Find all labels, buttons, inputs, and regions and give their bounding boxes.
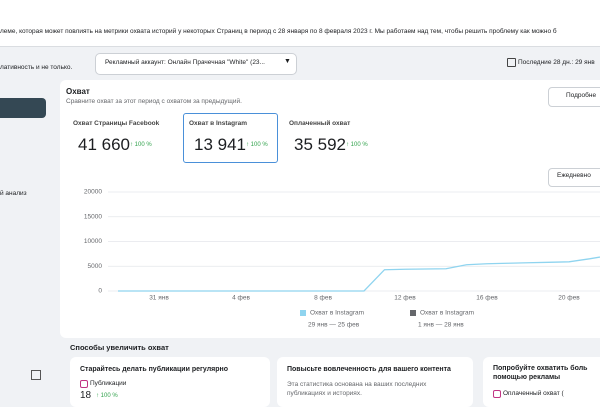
reach-title: Охват [66,87,90,96]
sidebar-icon[interactable] [31,370,41,380]
metric-change-value: 100 % [250,142,268,148]
tip-change: ↑ 100 % [96,393,118,399]
legend-label: Охват в Instagram [310,310,364,317]
tip-metric: Оплаченный охват ( [503,390,564,397]
instagram-icon [80,380,88,388]
dropdown-arrow: ▼ [284,58,291,65]
metric-change: ↑ 100 % [246,142,268,148]
metric-label: Охват в Instagram [189,120,248,127]
legend-period: 29 янв — 25 фев [308,322,360,329]
x-tick-label: 8 фев [314,295,332,302]
legend-period: 1 янв — 28 янв [418,322,464,329]
tips-title: Способы увеличить охват [70,343,169,352]
metric-change: ↑ 100 % [130,142,152,148]
banner: леме, которая может повлиять на метрики … [0,28,557,35]
metric-change-value: 100 % [134,142,152,148]
tip-title: Старайтесь делать публикации регулярно [80,366,229,373]
line-series [118,256,600,292]
y-tick-label: 10000 [84,238,102,245]
legend-swatch [300,310,306,316]
details-button[interactable] [548,87,600,107]
metric-value: 41 660 [78,135,130,154]
sidebar-active[interactable] [0,98,46,118]
y-tick-label: 0 [98,288,102,295]
metric-value: 35 592 [294,135,346,154]
x-tick-label: 20 фев [558,295,580,302]
instagram-icon [493,390,501,398]
tip-card [483,357,600,407]
y-tick-label: 15000 [84,213,102,220]
metric-selected[interactable] [183,113,278,163]
tip-value: 18 [80,390,92,401]
tip-text: Эта статистика основана на ваших последн… [287,381,427,397]
x-tick-label: 31 янв [149,295,169,302]
legend-label: Охват в Instagram [420,310,474,317]
tip-card [277,357,473,407]
sidebar-item[interactable]: й анализ [0,190,27,197]
metric-label: Охват Страницы Facebook [73,120,160,127]
account-label: Рекламный аккаунт: Онлайн Прачечная "Whi… [105,59,265,66]
reach-panel [60,80,600,338]
tip-card [70,357,270,407]
y-tick-label: 5000 [88,263,103,270]
tip-title: Повысьте вовлеченность для вашего контен… [287,366,451,373]
details-label: Подробне [566,92,597,99]
legend-swatch [410,310,416,316]
chart: 0 5000 10000 15000 20000 31 янв 4 фев 8 фев 12 ф… [84,189,600,329]
metric-change: ↑ 100 % [346,142,368,148]
metric-change-value: 100 % [350,142,368,148]
sidebar-item[interactable]: лативность и не только. [0,64,73,71]
banner-bg [0,0,600,47]
metric-value: 13 941 [194,135,246,154]
calendar-icon [507,58,516,67]
account-select[interactable] [95,53,297,75]
y-tick-label: 20000 [84,189,102,196]
granularity-button[interactable] [548,168,600,187]
tip-metric: Публикации [90,380,127,387]
x-tick-label: 12 фев [394,295,416,302]
x-tick-label: 4 фев [232,295,250,302]
metric-label: Оплаченный охват [289,120,351,127]
period-label[interactable]: Последние 28 дн.: 29 янв [518,59,595,66]
x-tick-label: 16 фев [476,295,498,302]
tip-title: Попробуйте охватить боль помощью рекламы [493,365,588,381]
tip-change-value: 100 % [100,393,118,399]
reach-subtitle: Сравните охват за этот период с охватом … [66,98,242,105]
granularity-label: Ежедневно [557,172,591,179]
